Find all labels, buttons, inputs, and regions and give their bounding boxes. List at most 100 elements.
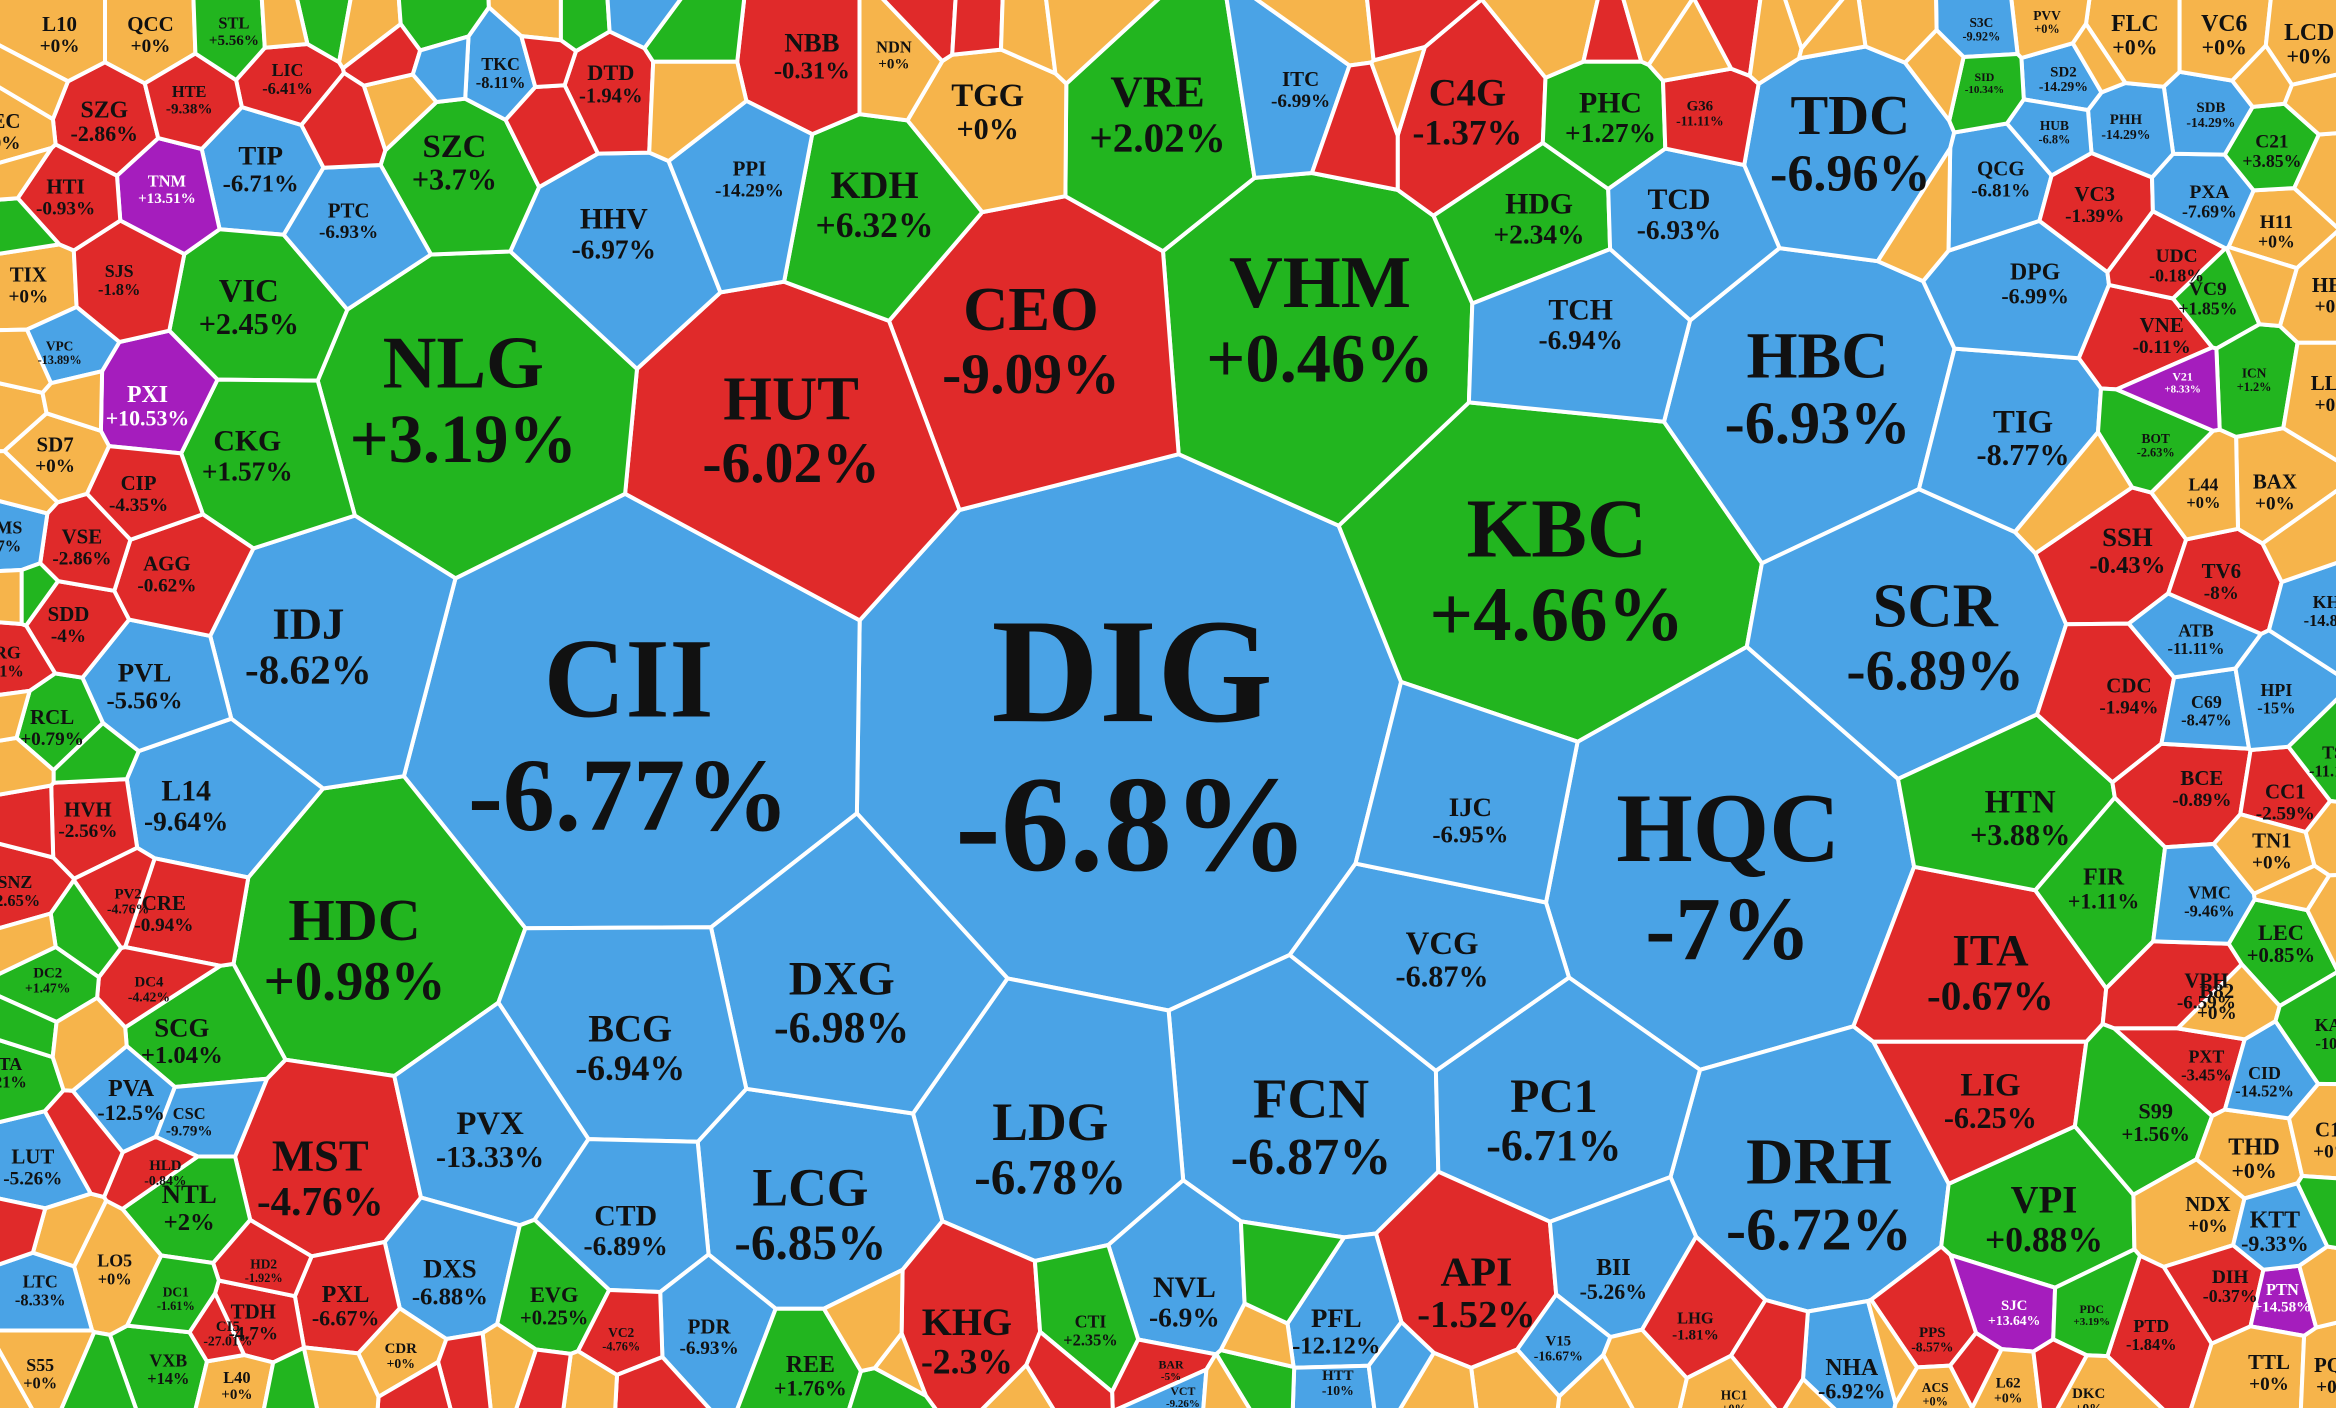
cell-filler [519,34,578,89]
ticker-label: PPI [733,157,767,181]
change-label: -6.93% [319,222,378,243]
cell-filler [2031,1337,2089,1408]
cell-filler [0,43,70,122]
change-label: -3.45% [2181,1065,2232,1084]
change-label: -15% [2257,699,2295,718]
ticker-label: VPI [2011,1180,2078,1222]
cell-l10 [0,0,107,84]
cell-filler [821,1267,905,1374]
ticker-label: L40 [223,1368,250,1387]
cell-filler [0,688,32,743]
ticker-label: IJC [1449,792,1492,822]
ticker-label: KDH [830,165,918,207]
change-label: -10% [2315,1034,2336,1053]
change-label: -2.65% [0,891,40,910]
ticker-label: CDR [385,1341,418,1357]
change-label: -4.76% [107,902,149,917]
ticker-label: G36 [1687,99,1714,115]
ticker-label: PVV [2033,8,2061,23]
change-label: +0% [2231,1158,2276,1183]
change-label: -8.62% [245,646,372,692]
ticker-label: FIR [2083,865,2125,891]
ticker-label: L14 [161,775,211,808]
change-label: -11.11% [2309,761,2336,780]
ticker-label: HUB [2040,118,2069,133]
ticker-label: VC3 [2074,182,2115,206]
change-label: +0% [8,286,48,307]
cell-hub [2004,97,2094,178]
cell-hec [2277,230,2336,345]
change-label: -14.29% [715,181,784,202]
ticker-label: API [1441,1250,1513,1296]
ticker-label: ITC [1282,67,1319,91]
change-label: -4.42% [128,990,170,1005]
change-label: -0.11% [2133,337,2191,358]
ticker-label: PTN [2266,1280,2299,1299]
cell-filler [0,568,24,626]
change-label: -13.89% [38,353,82,367]
change-label: +3.19% [2073,1316,2110,1328]
change-label: -0.37% [2203,1286,2258,1306]
ticker-label: KHG [922,1302,1012,1344]
ticker-label: TV6 [2202,559,2241,583]
cell-v21 [2114,345,2222,433]
ticker-label: RCL [30,705,74,729]
ticker-label: LIG [1960,1068,2020,1104]
ticker-label: MS [0,518,22,538]
ticker-label: UDC [2156,246,2198,267]
ticker-label: ITA [1952,925,2028,975]
ticker-label: HUT [723,364,859,434]
change-label: -1.8% [98,280,140,299]
change-label: -6.71% [223,171,299,198]
change-label: -6.87% [1231,1129,1392,1186]
change-label: +0% [1922,1394,1947,1408]
change-label: +0.79% [20,729,84,750]
change-label: -6.97% [572,234,656,264]
ticker-label: STL [218,14,249,33]
ticker-label: CID [2248,1063,2281,1083]
ticker-label: VCG [1406,926,1479,962]
change-label: -2.59% [2256,803,2315,824]
cell-stl [191,0,267,83]
cell-filler [0,783,56,860]
change-label: -10.34% [1965,84,2004,96]
change-label: -27.01% [203,1334,252,1349]
ticker-label: PVX [456,1106,524,1142]
ticker-label: SDD [48,602,90,626]
change-label: -6.41% [262,79,313,98]
change-label: -4.35% [109,495,168,516]
ticker-label: NHA [1825,1355,1879,1381]
change-label: -2.56% [58,821,117,842]
change-label: -1.92% [245,1271,283,1285]
change-label: -6.94% [1538,325,1622,355]
ticker-label: S3C [1969,15,1993,30]
change-label: +0.46% [1206,320,1433,396]
cell-filler [0,911,58,976]
change-label: +0% [23,1374,57,1393]
change-label: -0.84% [144,1173,186,1188]
cell-kac [2273,970,2336,1087]
change-label: -6.87% [1396,960,1489,994]
cell-filler [50,995,129,1093]
change-label: -9.92% [1962,30,2000,44]
change-label: -8.33% [15,1290,66,1309]
change-label: -8.47% [2181,711,2232,730]
change-label: +4.66% [1429,572,1684,657]
change-label: -6.81% [1971,181,2030,202]
cell-tch [1466,247,1693,424]
ticker-label: EVG [530,1282,578,1307]
change-label: +0.98% [264,951,446,1012]
ticker-label: LCD [2284,20,2334,46]
change-label: -14.87% [2304,611,2336,630]
ticker-label: TTL [2248,1350,2290,1374]
change-label: -6.98% [774,1004,909,1052]
change-label: -11.11% [2168,639,2225,658]
change-label: -6.94% [575,1048,685,1088]
ticker-label: BOT [2142,431,2170,446]
ticker-label: TIP [238,141,283,171]
ticker-label: TDC [1791,85,1911,147]
change-label: -6.95% [1432,822,1508,849]
change-label: -6.72% [1726,1196,1912,1263]
cell-filler [1238,1219,1346,1326]
change-label: 21% [0,1073,27,1092]
